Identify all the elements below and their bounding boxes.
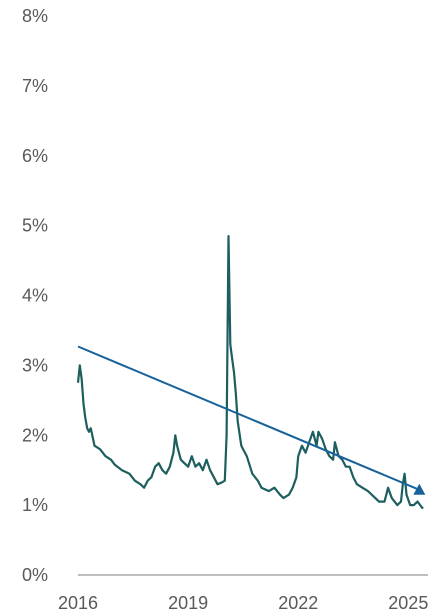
- x-tick-label: 2019: [168, 593, 208, 613]
- y-tick-label: 3%: [22, 355, 48, 375]
- y-tick-label: 7%: [22, 76, 48, 96]
- x-tick-label: 2016: [58, 593, 98, 613]
- y-tick-label: 4%: [22, 286, 48, 306]
- x-tick-label: 2022: [278, 593, 318, 613]
- y-tick-label: 6%: [22, 146, 48, 166]
- trend-line: [77, 345, 420, 491]
- y-tick-label: 5%: [22, 216, 48, 236]
- y-tick-label: 0%: [22, 565, 48, 585]
- series-line: [76, 235, 424, 510]
- series-layer: [76, 235, 426, 510]
- y-axis-tick-labels: 0% 1% 2% 3% 4% 5% 6% 7% 8%: [22, 6, 48, 585]
- y-tick-label: 2%: [22, 425, 48, 445]
- y-tick-label: 8%: [22, 6, 48, 26]
- x-tick-label: 2025: [388, 593, 428, 613]
- trend-end-marker: [413, 483, 426, 495]
- x-axis-tick-labels: 2016 2019 2022 2025: [58, 593, 428, 613]
- y-tick-label: 1%: [22, 495, 48, 515]
